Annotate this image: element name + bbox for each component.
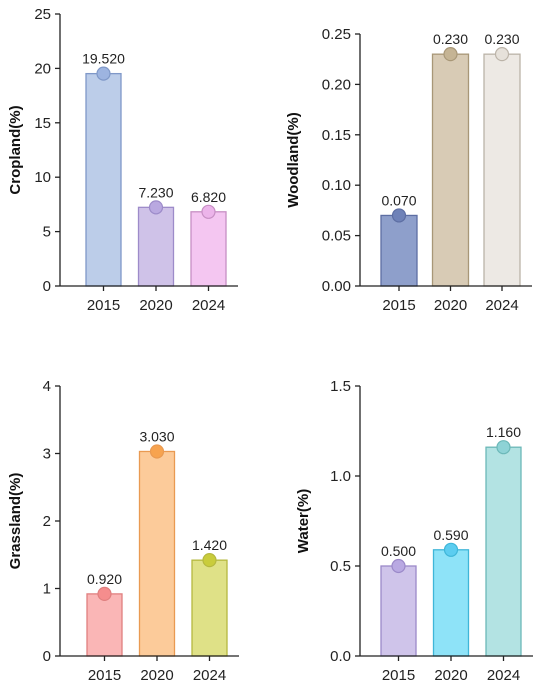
data-point-marker	[202, 553, 217, 568]
bar-2024	[483, 53, 521, 287]
data-label: 0.230	[484, 31, 519, 47]
x-tick-label: 2020	[140, 667, 173, 684]
y-tick-label: 0.0	[330, 648, 351, 665]
y-tick-label: 1	[43, 581, 51, 598]
data-point-marker	[96, 66, 111, 81]
panel-water: Water(%) 0.500 2015 0.590 2020 1.160 2024 0.0 0…	[295, 378, 533, 684]
y-tick-label: 0.20	[322, 76, 351, 93]
data-label: 0.590	[433, 527, 468, 543]
y-tick-label: 25	[34, 6, 51, 23]
bar-2015	[86, 593, 123, 657]
y-tick-label: 3	[43, 446, 51, 463]
bar-2020	[432, 549, 470, 657]
y-tick-label: 0	[43, 278, 51, 295]
bar-2024	[485, 446, 522, 657]
y-tick-label: 10	[34, 169, 51, 186]
bar-2024	[190, 211, 227, 287]
y-axis-title: Cropland(%)	[7, 105, 24, 194]
panel-cropland: Cropland(%) 19.52020157.23020206.8202024…	[7, 6, 238, 314]
x-tick-label: 2024	[485, 297, 518, 314]
data-label: 0.070	[381, 192, 416, 208]
y-tick-label: 0.05	[322, 228, 351, 245]
data-point-marker	[97, 586, 112, 602]
x-tick-label: 2024	[192, 297, 225, 314]
x-tick-label: 2020	[434, 667, 467, 684]
data-label: 0.920	[87, 571, 122, 587]
data-label: 7.230	[138, 184, 173, 200]
y-tick-label: 15	[34, 115, 51, 132]
y-axis-title: Grassland(%)	[7, 473, 24, 570]
data-label: 3.030	[139, 428, 174, 444]
y-tick-label: 0.15	[322, 127, 351, 144]
data-point-marker	[391, 558, 406, 574]
y-tick-label: 5	[43, 224, 51, 241]
y-tick-label: 0.25	[322, 26, 351, 43]
data-label: 19.520	[82, 51, 125, 67]
x-tick-label: 2015	[382, 297, 415, 314]
data-point-marker	[443, 542, 459, 557]
x-tick-label: 2015	[382, 667, 415, 684]
y-tick-label: 2	[43, 513, 51, 530]
y-tick-label: 1.0	[330, 468, 351, 485]
data-label: 1.420	[192, 537, 227, 553]
panel-grassland: Grassland(%) 0.920 2015 3.030 2020 1.420 2024…	[7, 378, 239, 684]
y-tick-label: 0	[43, 648, 51, 665]
bar-2020	[431, 53, 470, 287]
data-label: 6.820	[191, 189, 226, 205]
panel-woodland: Woodland(%) 0.070 2015 0.230 2020 0.230 2024 0…	[285, 26, 532, 314]
data-point-marker	[494, 47, 510, 62]
bar-2020	[138, 450, 176, 657]
y-axis-title: Water(%)	[295, 489, 312, 553]
data-label: 0.500	[381, 543, 416, 559]
y-axis-title: Woodland(%)	[285, 112, 302, 208]
y-tick-label: 0.00	[322, 278, 351, 295]
x-tick-label: 2020	[434, 297, 467, 314]
y-tick-label: 4	[43, 378, 51, 395]
bar-2015	[380, 214, 418, 287]
y-tick-label: 20	[34, 60, 51, 77]
data-label: 0.230	[433, 31, 468, 47]
bar-2024	[191, 559, 228, 657]
bar-2015	[85, 72, 122, 287]
x-tick-label: 2020	[139, 297, 172, 314]
data-label: 1.160	[486, 424, 521, 440]
y-tick-label: 0.5	[330, 558, 351, 575]
x-tick-label: 2015	[87, 297, 120, 314]
bar-2020	[137, 206, 175, 287]
x-tick-label: 2024	[487, 667, 520, 684]
x-tick-label: 2024	[193, 667, 226, 684]
data-point-marker	[496, 440, 511, 455]
y-tick-label: 1.5	[330, 378, 351, 395]
bar-2015	[380, 565, 417, 657]
data-point-marker	[149, 444, 165, 459]
data-point-marker	[443, 47, 458, 62]
data-point-marker	[391, 208, 407, 223]
data-point-marker	[201, 204, 216, 219]
data-point-marker	[148, 200, 164, 215]
x-tick-label: 2015	[88, 667, 121, 684]
y-tick-label: 0.10	[322, 177, 351, 194]
